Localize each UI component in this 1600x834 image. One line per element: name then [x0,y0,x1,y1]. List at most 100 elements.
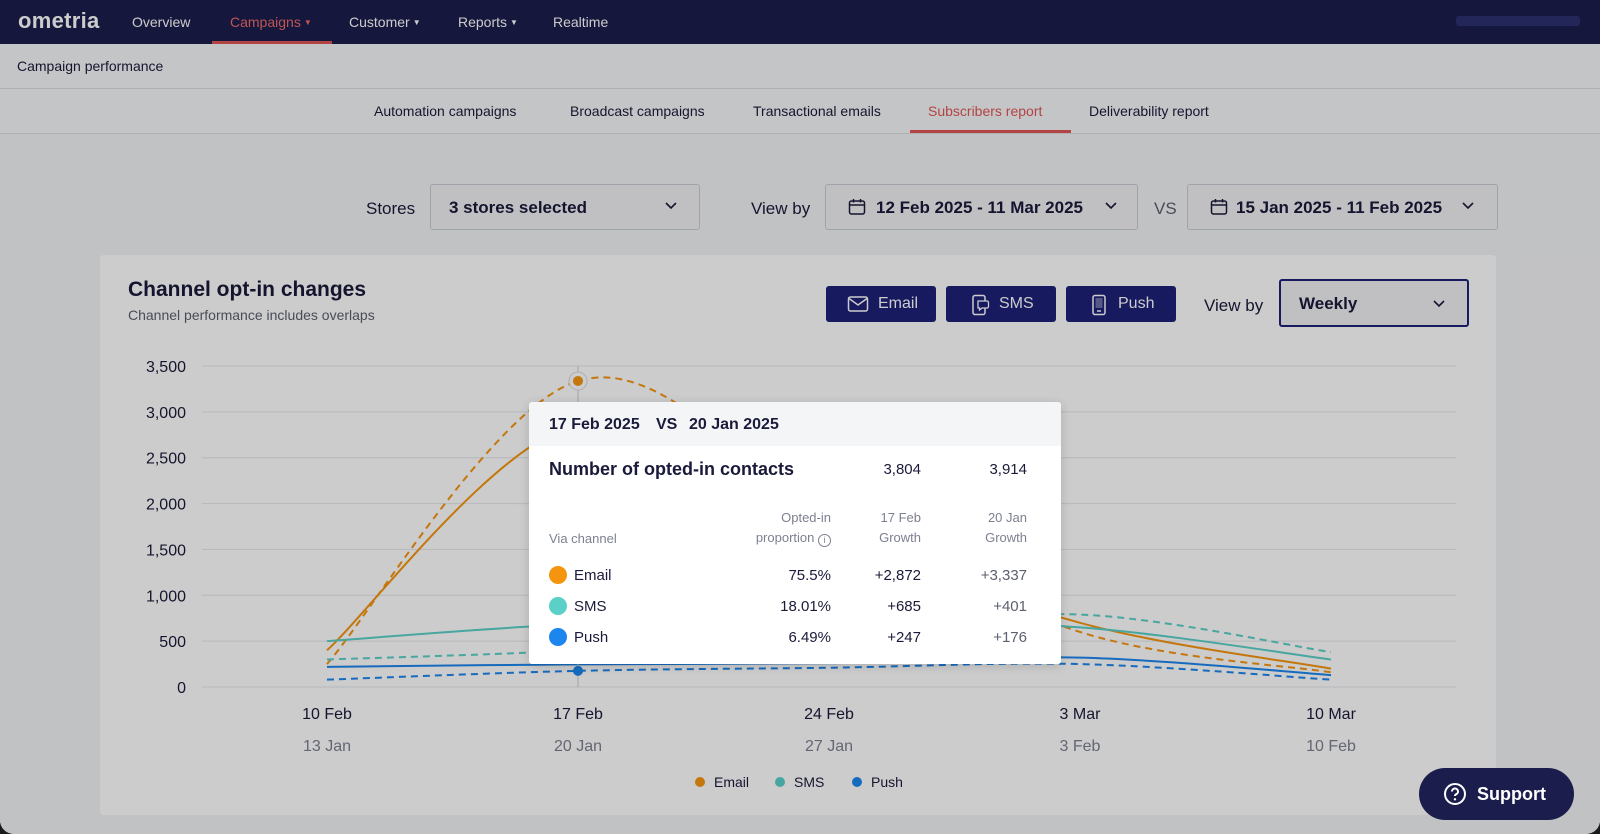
y-tick-label: 3,500 [146,359,186,376]
tooltip-metric-compare: 3,914 [989,461,1027,478]
row-proportion: 18.01% [780,598,831,615]
channel-push-button[interactable]: Push [1066,286,1176,322]
tooltip-metric-label: Number of opted-in contacts [549,459,795,479]
row-proportion: 6.49% [788,629,831,646]
row-channel: SMS [574,598,607,615]
chevron-down-icon [665,202,677,210]
stores-select[interactable]: 3 stores selected [430,184,700,230]
tab-transactional-emails[interactable]: Transactional emails [753,103,881,119]
vs-label: VS [1154,199,1177,218]
series-line-push-compare [326,662,1332,681]
support-button[interactable]: Support [1419,768,1574,820]
legend-label-email: Email [714,774,749,790]
col-growth-compare-line2: Growth [985,530,1027,545]
page-title: Campaign performance [17,58,164,74]
tooltip-vs: VS [656,416,678,433]
granularity-select[interactable]: Weekly [1279,279,1469,327]
primary-date-range-value: 12 Feb 2025 - 11 Mar 2025 [876,198,1083,217]
tooltip-row-sms: SMS 18.01% +685 +401 [529,595,1061,619]
x-tick-label: 3 Mar [1060,706,1102,723]
series-line-sms-compare [326,613,1332,661]
legend-label-sms: SMS [794,774,824,790]
channel-email-button[interactable]: Email [826,286,936,322]
stores-label: Stores [366,199,416,218]
chevron-down-icon [1105,202,1117,210]
legend-marker-sms [775,777,785,787]
row-growth-current: +247 [887,629,921,646]
y-tick-label: 0 [177,680,186,697]
tooltip-metric-current: 3,804 [883,461,921,478]
tab-deliverability-report[interactable]: Deliverability report [1089,103,1209,119]
viewby-range-label: View by [751,199,811,218]
user-account-menu[interactable] [1456,16,1580,26]
primary-date-range-picker[interactable]: 12 Feb 2025 - 11 Mar 2025 [825,184,1138,230]
help-question-icon [1444,783,1466,805]
row-channel: Email [574,567,612,584]
nav-overview[interactable]: Overview [132,14,191,30]
nav-campaigns[interactable]: Campaigns ▼ [230,14,312,30]
col-growth-compare: 20 Jan Growth [939,508,1027,548]
col-growth-current-line1: 17 Feb [880,510,921,525]
compare-date-range-value: 15 Jan 2025 - 11 Feb 2025 [1236,198,1443,217]
row-growth-compare: +176 [993,629,1027,646]
card-title: Channel opt-in changes [128,278,367,301]
row-proportion: 75.5% [788,567,831,584]
report-tabs: Automation campaigns Broadcast campaigns… [0,89,1600,134]
ometria-logo[interactable]: ometria [18,8,100,33]
nav-customer[interactable]: Customer ▼ [349,14,421,30]
top-navigation: ometria Overview Campaigns ▼ Customer ▼ Re… [0,0,1600,44]
x-tick-label-compare: 10 Feb [1306,738,1356,755]
card-subtitle: Channel performance includes overlaps [128,307,375,323]
hover-point-push [573,665,583,676]
tab-subscribers-report[interactable]: Subscribers report [928,103,1043,119]
channel-push-label: Push [1118,295,1155,312]
compare-date-range-picker[interactable]: 15 Jan 2025 - 11 Feb 2025 [1187,184,1498,230]
x-tick-label-compare: 20 Jan [554,738,602,755]
x-tick-label: 24 Feb [804,706,854,723]
tooltip-date-compare: 20 Jan 2025 [689,416,779,433]
email-color-dot [549,566,567,584]
row-growth-compare: +401 [993,598,1027,615]
chevron-down-icon: ▼ [303,18,312,27]
chevron-down-icon [1462,202,1474,210]
col-optin-proportion-text: proportion [755,530,815,545]
tab-broadcast-campaigns[interactable]: Broadcast campaigns [570,103,705,119]
info-icon[interactable]: i [818,534,831,547]
row-growth-compare: +3,337 [980,567,1027,584]
envelope-icon [847,296,869,312]
tooltip-row-email: Email 75.5% +2,872 +3,337 [529,564,1061,588]
hover-point-email [573,375,583,386]
legend-marker-email [695,777,705,787]
y-tick-label: 1,000 [146,588,186,605]
granularity-value: Weekly [1299,294,1358,313]
tab-automation-campaigns[interactable]: Automation campaigns [374,103,517,119]
row-growth-current: +2,872 [874,567,921,584]
x-tick-label-compare: 3 Feb [1060,738,1101,755]
col-optin-proportion: Opted-in proportion i [689,508,831,548]
x-tick-label-compare: 13 Jan [303,738,351,755]
stores-select-value: 3 stores selected [449,198,587,217]
nav-realtime[interactable]: Realtime [553,14,609,30]
tooltip-date-current: 17 Feb 2025 [549,416,640,433]
col-optin-proportion-line1: Opted-in [781,510,831,525]
channel-sms-button[interactable]: SMS [946,286,1056,322]
col-growth-current: 17 Feb Growth [829,508,921,548]
legend-marker-push [852,777,862,787]
active-nav-indicator [212,41,332,44]
calendar-icon [848,199,866,215]
tooltip-header: 17 Feb 2025 VS 20 Jan 2025 [529,402,1061,446]
chevron-down-icon [1433,300,1445,308]
channel-email-label: Email [878,295,919,312]
nav-reports[interactable]: Reports ▼ [458,14,518,30]
chevron-down-icon: ▼ [412,18,421,27]
col-optin-proportion-line2: proportion i [689,528,831,548]
page-header: Campaign performance [0,44,1600,89]
row-growth-current: +685 [887,598,921,615]
chart-tooltip: 17 Feb 2025 VS 20 Jan 2025 Number of opt… [529,402,1061,664]
mobile-icon [1092,294,1106,316]
calendar-icon [1210,199,1228,215]
col-growth-current-line2: Growth [879,530,921,545]
y-tick-label: 2,500 [146,451,186,468]
x-tick-label: 10 Mar [1306,706,1356,723]
active-tab-indicator [910,130,1071,133]
